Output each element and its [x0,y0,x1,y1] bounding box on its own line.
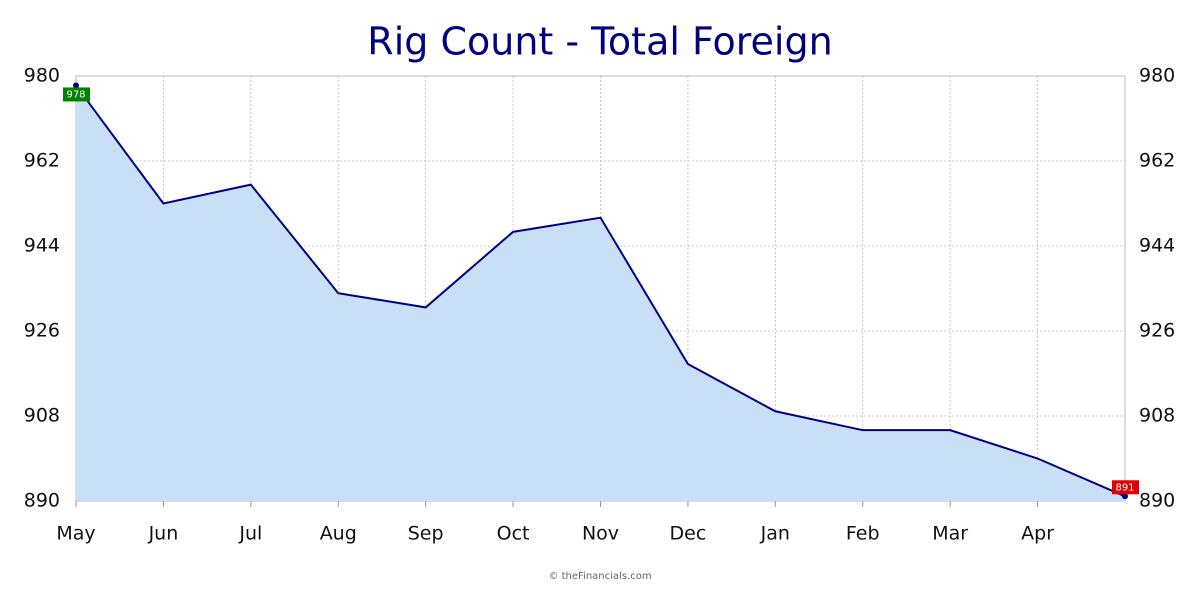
x-tick-label: Jun [148,523,179,545]
value-label: 891 [1115,482,1134,493]
value-label: 978 [66,89,85,100]
y2-tick-label: 962 [1139,150,1175,172]
y-tick-label: 980 [24,65,60,87]
y2-tick-label: 890 [1139,490,1175,512]
value-label-bg [1112,480,1139,495]
area-fill [76,85,1125,501]
y2-tick-label: 908 [1139,405,1175,427]
x-tick-label: Nov [582,523,619,545]
x-tick-label: Oct [497,523,530,545]
y-tick-label: 890 [24,490,60,512]
y-tick-label: 908 [24,405,60,427]
x-tick-label: Aug [320,523,357,545]
x-tick-label: Jan [760,523,790,545]
footer: © theFinancials.com [548,571,651,582]
y-tick-label: 926 [24,320,60,342]
line [75,84,1126,498]
x-tick-label: Sep [408,523,444,545]
y2-tick-label: 944 [1139,235,1175,257]
y-tick-label: 962 [24,150,60,172]
x-tick-label: Mar [932,523,968,545]
y2-tick-label: 980 [1139,65,1175,87]
chart-title: Rig Count - Total Foreign [367,20,832,64]
end-point [73,82,79,89]
y2-tick-label: 926 [1139,320,1175,342]
x-tick-label: Feb [846,523,880,545]
y-tick-label: 944 [24,235,60,257]
value-label-bg [63,87,90,102]
x-tick-label: Jul [238,523,262,545]
end-point [1122,493,1128,500]
x-tick-label: Apr [1021,523,1054,545]
x-tick-label: May [56,523,95,545]
x-tick-label: Dec [670,523,707,545]
